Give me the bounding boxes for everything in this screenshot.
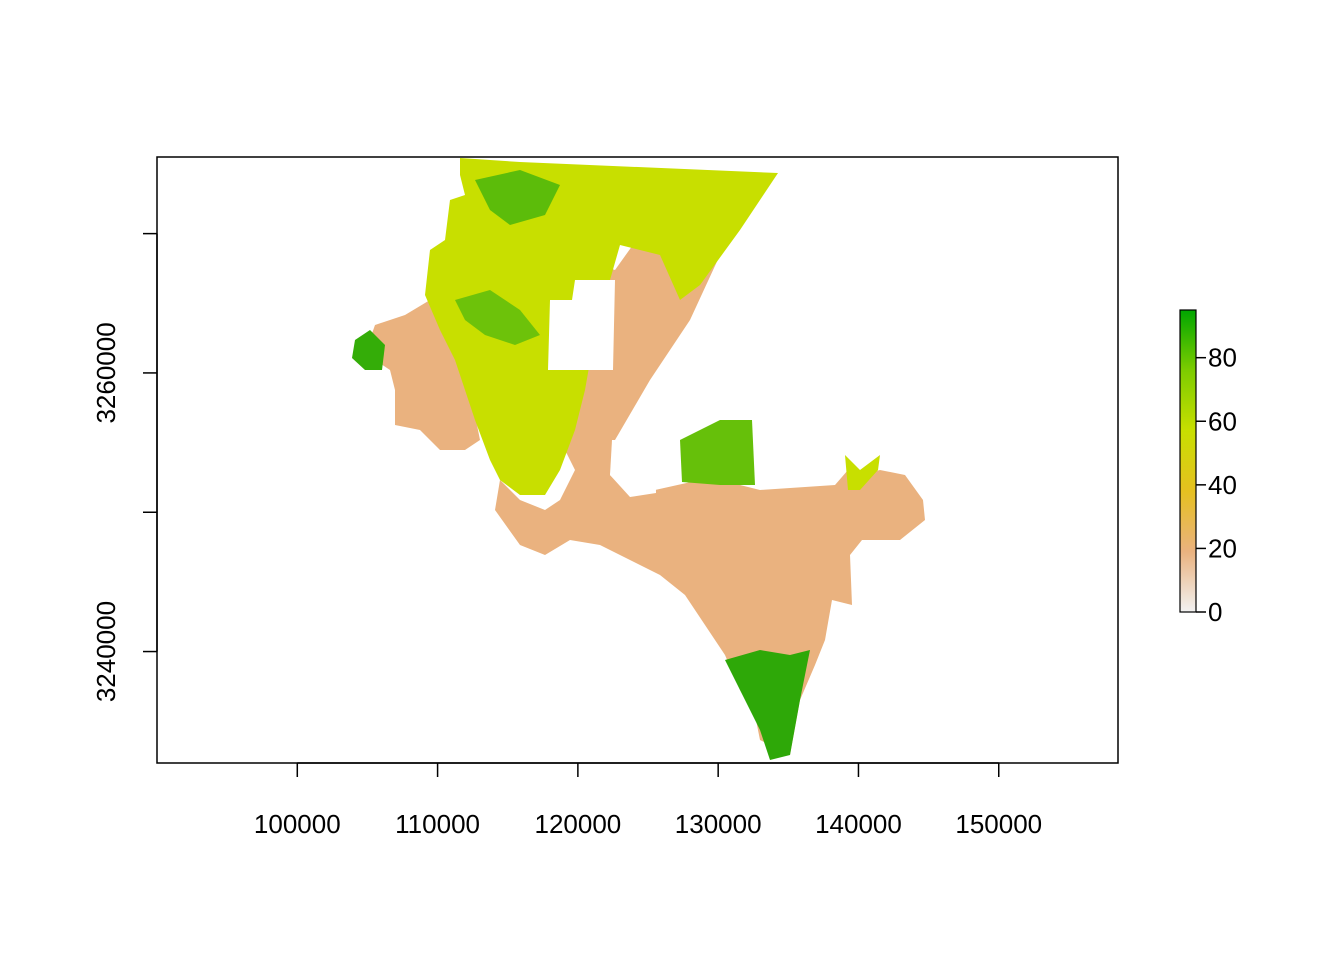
x-axis: 100000 110000 120000 130000 140000 150000 — [254, 762, 1042, 839]
x-tick-label: 110000 — [395, 809, 480, 839]
region-mid-value-east — [845, 455, 880, 490]
legend-tick-label: 60 — [1208, 406, 1237, 436]
legend-tick-label: 0 — [1208, 597, 1222, 627]
region-high-value-north2 — [455, 290, 540, 345]
region-mid-value — [425, 158, 778, 495]
color-legend: 0 20 40 60 80 — [1179, 309, 1237, 627]
legend-color-bar — [1179, 309, 1197, 613]
region-high-value-north — [475, 170, 560, 225]
x-tick-label: 150000 — [955, 809, 1042, 839]
x-tick-label: 100000 — [254, 809, 341, 839]
legend-tick-label: 20 — [1208, 533, 1237, 563]
x-tick-label: 120000 — [534, 809, 621, 839]
y-axis: 3240000 3260000 — [91, 232, 158, 702]
legend-tick-label: 40 — [1208, 470, 1237, 500]
y-tick-label: 3260000 — [91, 322, 121, 423]
raster-layer — [352, 158, 925, 760]
region-high-value-west — [352, 330, 385, 370]
x-tick-label: 130000 — [675, 809, 762, 839]
no-data-hole-center — [610, 440, 656, 497]
no-data-hole-north — [548, 280, 615, 370]
region-high-value-south — [725, 650, 810, 760]
x-tick-label: 140000 — [815, 809, 902, 839]
region-high-value-center — [680, 420, 755, 485]
legend-tick-label: 80 — [1208, 343, 1237, 373]
y-tick-label: 3240000 — [91, 601, 121, 702]
